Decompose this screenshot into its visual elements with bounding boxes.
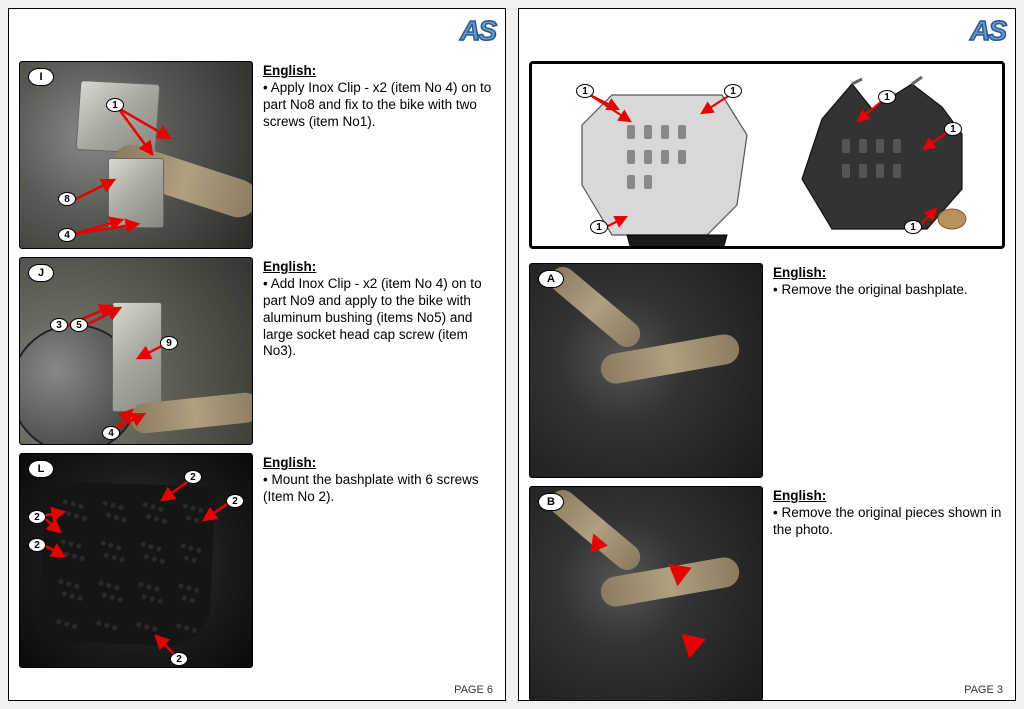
step-badge: A	[538, 270, 564, 288]
step-photo-b: B	[529, 486, 763, 701]
step-photo-a: A	[529, 263, 763, 478]
content-area: I 1 8 4 English:	[19, 61, 495, 668]
diagram-svg	[532, 64, 1002, 246]
removal-arrow-icon	[630, 633, 710, 669]
step-text: English: • Apply Inox Clip - x2 (item No…	[263, 61, 495, 131]
lang-label: English:	[773, 488, 1005, 505]
callout-label: 2	[28, 510, 46, 524]
step-row-l: L 2 2 2 2 2 English: • Mou	[19, 453, 495, 668]
page-left: AS I 1 8 4	[8, 8, 506, 701]
instruction-text: • Add Inox Clip - x2 (item No 4) on to p…	[263, 276, 495, 360]
content-area: 1 1 1 1 1 1 A English: • Remove the orig…	[529, 61, 1005, 701]
step-badge: I	[28, 68, 54, 86]
callout-label: 1	[724, 84, 742, 98]
callout-label: 1	[576, 84, 594, 98]
callout-label: 9	[160, 336, 178, 350]
step-badge: J	[28, 264, 54, 282]
instruction-text: • Remove the original bashplate.	[773, 282, 1005, 299]
brand-logo: AS	[970, 15, 1005, 47]
page-right: AS	[518, 8, 1016, 701]
callout-label: 1	[878, 90, 896, 104]
callout-label: 8	[58, 192, 76, 206]
instruction-text: • Remove the original pieces shown in th…	[773, 505, 1005, 539]
step-badge: B	[538, 493, 564, 511]
step-photo-j: J 3 5 9 4	[19, 257, 253, 445]
removal-arrow-icon	[626, 563, 696, 597]
callout-label: 1	[904, 220, 922, 234]
step-row-j: J 3 5 9 4 English: • Add In	[19, 257, 495, 445]
lang-label: English:	[263, 455, 495, 472]
step-photo-i: I 1 8 4	[19, 61, 253, 249]
step-text: English: • Add Inox Clip - x2 (item No 4…	[263, 257, 495, 360]
step-photo-l: L 2 2 2 2 2	[19, 453, 253, 668]
callout-label: 4	[58, 228, 76, 242]
step-text: English: • Remove the original pieces sh…	[773, 486, 1005, 539]
step-row-a: A English: • Remove the original bashpla…	[529, 263, 1005, 478]
step-row-i: I 1 8 4 English:	[19, 61, 495, 249]
page-number: PAGE 6	[454, 684, 493, 696]
lang-label: English:	[263, 259, 495, 276]
lang-label: English:	[773, 265, 1005, 282]
step-text: English: • Remove the original bashplate…	[773, 263, 1005, 299]
callout-label: 2	[184, 470, 202, 484]
arrow-overlay	[20, 454, 253, 668]
callout-label: 3	[50, 318, 68, 332]
callout-label: 2	[28, 538, 46, 552]
callout-label: 4	[102, 426, 120, 440]
arrow-overlay	[20, 62, 253, 249]
callout-label: 5	[70, 318, 88, 332]
callout-label: 2	[226, 494, 244, 508]
step-row-b: B English: • Remove the original pieces …	[529, 486, 1005, 701]
callout-label: 1	[106, 98, 124, 112]
lang-label: English:	[263, 63, 495, 80]
step-text: English: • Mount the bashplate with 6 sc…	[263, 453, 495, 506]
page-number: PAGE 3	[964, 684, 1003, 696]
callout-label: 1	[944, 122, 962, 136]
diagram-box: 1 1 1 1 1 1	[529, 61, 1005, 249]
instruction-text: • Mount the bashplate with 6 screws (Ite…	[263, 472, 495, 506]
callout-label: 2	[170, 652, 188, 666]
arrow-overlay	[20, 258, 253, 445]
step-badge: L	[28, 460, 54, 478]
brand-logo: AS	[460, 15, 495, 47]
callout-label: 1	[590, 220, 608, 234]
instruction-text: • Apply Inox Clip - x2 (item No 4) on to…	[263, 80, 495, 131]
removal-arrow-icon	[554, 527, 610, 557]
